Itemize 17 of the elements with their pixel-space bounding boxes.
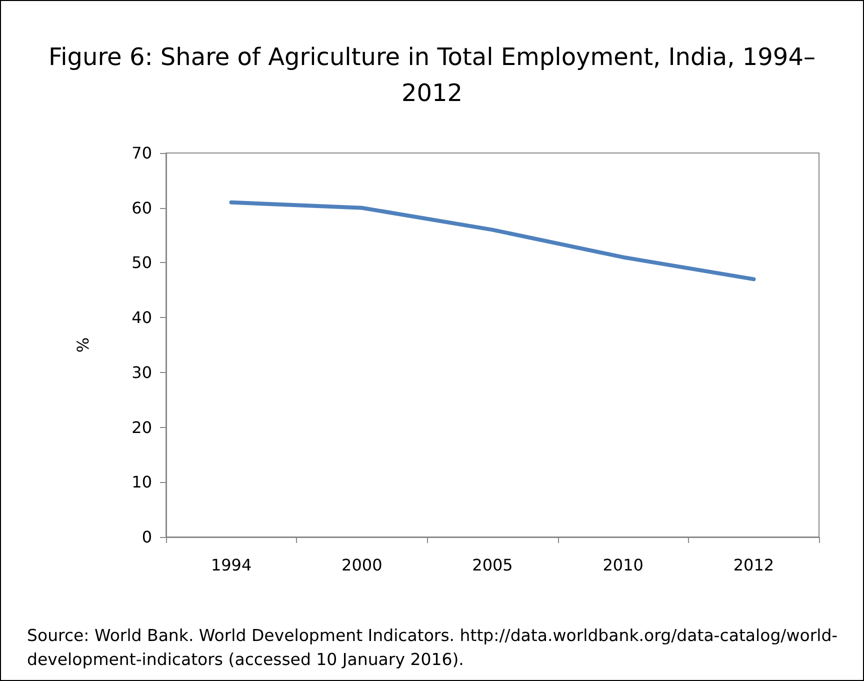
source-note: Source: World Bank. World Development Indicators. http://data.worldbank.org/data-catalog/world-development-indicators (accessed 10 January 2016). <box>27 625 839 671</box>
y-tick-label: 0 <box>142 528 152 546</box>
line-series <box>229 200 756 282</box>
y-tick-label: 30 <box>132 362 152 382</box>
x-tick-label: 2000 <box>342 556 382 574</box>
x-tick-label: 2010 <box>602 556 644 574</box>
y-tick-label: 60 <box>132 198 152 218</box>
y-tick-label: 40 <box>132 308 152 328</box>
y-tick-label: 20 <box>132 418 152 437</box>
x-tick-label: 1994 <box>210 556 252 574</box>
x-tick-label: 2012 <box>733 556 774 574</box>
y-tick-label: 50 <box>132 253 152 272</box>
x-tick-label: 2005 <box>472 556 513 574</box>
y-tick-label: 70 <box>132 144 152 162</box>
y-tick-label: 10 <box>132 472 152 492</box>
y-axis-title: % <box>74 337 92 353</box>
chart-title: Figure 6: Share of Agriculture in Total Employment, India, 1994–2012 <box>48 42 816 109</box>
